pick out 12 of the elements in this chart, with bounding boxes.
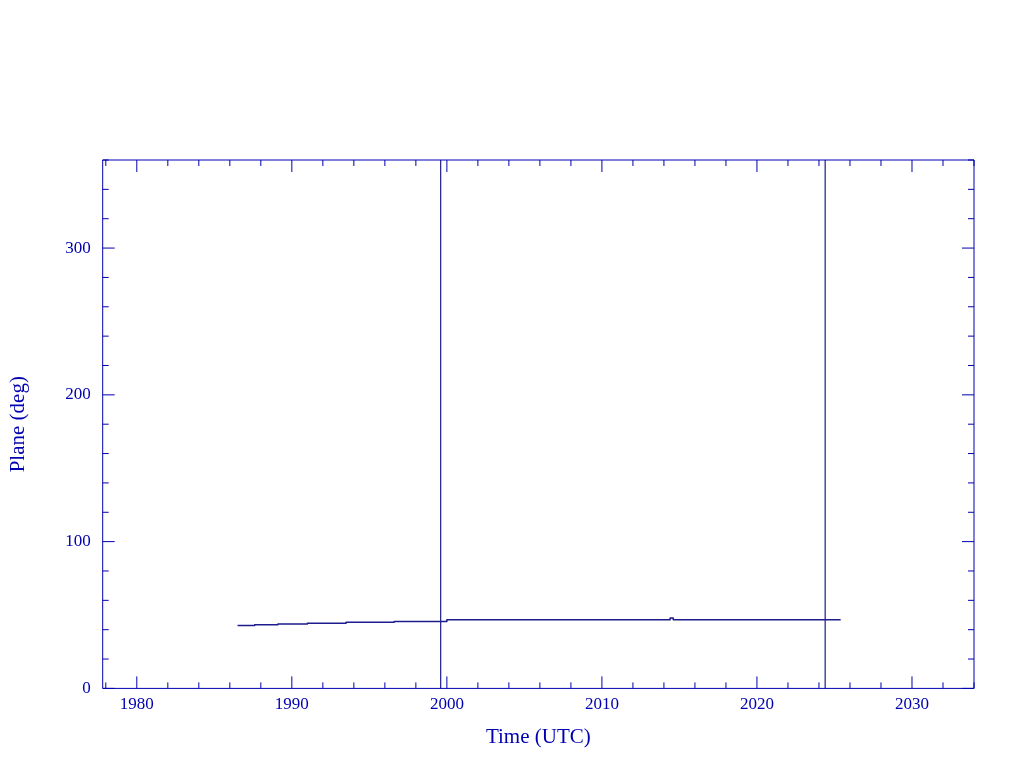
x-tick-label: 1980 bbox=[119, 694, 154, 714]
x-tick-label: 2020 bbox=[739, 694, 774, 714]
y-tick-label: 200 bbox=[65, 384, 91, 404]
x-tick-label: 2010 bbox=[584, 694, 619, 714]
y-tick-label: 100 bbox=[65, 531, 91, 551]
y-tick-label: 0 bbox=[82, 677, 91, 697]
x-axis-title: Time (UTC) bbox=[485, 723, 591, 748]
x-tick-label: 1990 bbox=[274, 694, 309, 714]
y-tick-label: 300 bbox=[65, 237, 91, 257]
x-tick-label: 2030 bbox=[894, 694, 929, 714]
x-tick-label: 2000 bbox=[429, 694, 464, 714]
y-axis-title: Plane (deg) bbox=[5, 376, 30, 473]
